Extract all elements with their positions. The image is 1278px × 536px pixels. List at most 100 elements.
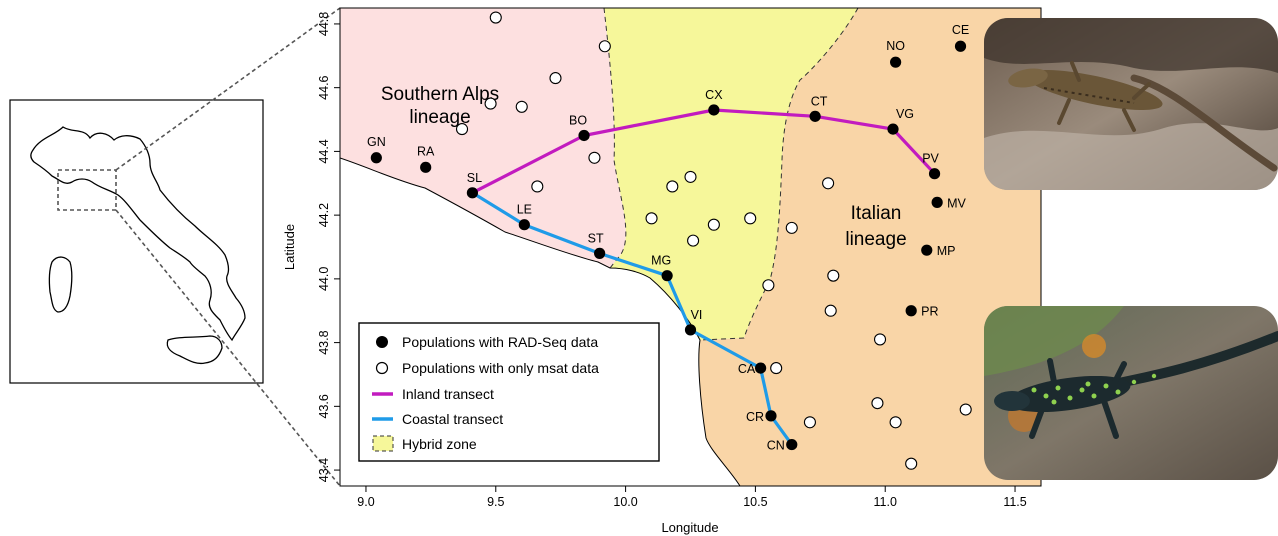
main-map: Southern Alps lineage Italian lineage GN… <box>282 7 1042 535</box>
msat-point-5 <box>455 123 469 136</box>
x-tick-label: 10.0 <box>613 495 637 509</box>
sicily-outline <box>166 335 223 365</box>
rad-point-sl <box>466 187 479 199</box>
msat-point-20 <box>770 362 783 375</box>
hybrid-boundary-east <box>699 8 859 341</box>
legend-inland-label: Inland transect <box>402 386 494 402</box>
msat-point-18 <box>824 304 837 317</box>
rad-point-vi <box>684 324 697 336</box>
coastal-transect-line <box>471 191 794 446</box>
msat-point-3 <box>484 97 497 110</box>
rad-point-ce <box>954 40 967 52</box>
msat-point-7 <box>531 180 544 193</box>
legend-hybrid-label: Hybrid zone <box>402 436 477 452</box>
msat-point-15 <box>822 177 835 190</box>
hybrid-boundary-west <box>603 8 627 269</box>
southern-alps-label-line2: lineage <box>409 107 470 128</box>
inset-frame <box>9 99 264 384</box>
plot-frame <box>339 7 1042 487</box>
rad-point-mv <box>931 196 943 208</box>
rad-point-gn <box>370 152 382 164</box>
rad-label-mp: MP <box>937 244 956 258</box>
rad-point-ct <box>809 110 821 122</box>
msat-point-16 <box>827 269 840 282</box>
rad-label-le: LE <box>517 203 532 217</box>
rad-label-ra: RA <box>417 144 435 158</box>
x-tick-label: 11.5 <box>1003 495 1026 509</box>
rad-point-st <box>594 247 606 259</box>
x-tick-label: 10.5 <box>743 495 767 509</box>
msat-point-13 <box>785 221 798 234</box>
legend: Populations with RAD-Seq data Population… <box>358 322 660 462</box>
inland-transect-line <box>471 108 936 195</box>
sardinia-outline <box>48 256 73 313</box>
rad-label-pr: PR <box>921 305 938 319</box>
rad-label-cr: CR <box>746 410 764 424</box>
rad-point-ra <box>420 161 432 173</box>
rad-point-mg <box>661 270 673 282</box>
y-tick-label: 43.4 <box>317 458 331 482</box>
msat-point-4 <box>515 100 528 113</box>
y-axis: 43.4 43.6 43.8 44.0 44.2 44.4 44.6 44.8 <box>317 12 340 482</box>
wall-lizard-photo <box>984 18 1278 190</box>
y-tick-label: 44.6 <box>317 75 331 99</box>
msat-point-17 <box>762 279 775 292</box>
italian-label-line2: lineage <box>845 229 906 250</box>
msat-point-10 <box>645 212 658 225</box>
msat-point-22 <box>889 416 902 429</box>
lizard-brown-image <box>984 18 1278 190</box>
y-tick-label: 43.8 <box>317 330 331 354</box>
rad-label-vg: VG <box>896 107 914 121</box>
rad-labels: GN RA SL LE ST MG VI CA CR CN BO CX CT VG PV NO CE MV MP PR <box>367 23 969 452</box>
rad-label-ce: CE <box>952 23 969 37</box>
rad-label-ca: CA <box>738 362 756 376</box>
y-tick-label: 44.8 <box>317 12 331 36</box>
rad-label-cn: CN <box>767 439 785 453</box>
y-tick-label: 44.2 <box>317 203 331 227</box>
rad-point-cx <box>708 104 720 116</box>
legend-msat-label: Populations with only msat data <box>402 360 599 376</box>
y-axis-label: Latitude <box>282 224 297 270</box>
rad-label-mv: MV <box>947 196 966 210</box>
y-tick-label: 43.6 <box>317 394 331 418</box>
msat-point-6 <box>588 151 601 164</box>
x-tick-label: 11.0 <box>874 495 897 509</box>
rad-point-le <box>518 219 530 231</box>
italian-label-line1: Italian <box>851 203 902 224</box>
msat-point-19 <box>873 333 887 346</box>
green-lizard-photo <box>984 306 1278 480</box>
rad-label-sl: SL <box>467 171 482 185</box>
msat-point-14 <box>687 234 700 247</box>
msat-point-21 <box>871 397 884 410</box>
legend-box <box>358 322 660 462</box>
legend-hybrid-symbol <box>372 435 394 452</box>
msat-point-2 <box>549 72 562 85</box>
msat-point-1 <box>598 40 611 53</box>
msat-point-25 <box>905 457 918 470</box>
inset-map <box>9 99 264 384</box>
italy-outline <box>30 126 246 342</box>
zoom-line-bottom <box>115 209 341 487</box>
rad-point-cr <box>765 410 777 422</box>
legend-rad-symbol <box>376 336 388 348</box>
x-axis: 9.0 9.5 10.0 10.5 11.0 11.5 <box>357 486 1027 509</box>
legend-rad-label: Populations with RAD-Seq data <box>402 334 598 350</box>
rad-point-ca <box>755 362 767 374</box>
legend-coastal-label: Coastal transect <box>402 411 503 427</box>
x-axis-label: Longitude <box>661 520 718 535</box>
y-tick-label: 44.0 <box>317 267 331 291</box>
italian-region <box>698 8 1041 486</box>
rad-label-mg: MG <box>651 254 671 268</box>
legend-msat-symbol <box>375 361 389 375</box>
rad-label-no: NO <box>886 39 905 53</box>
rad-label-bo: BO <box>569 113 587 127</box>
msat-point-23 <box>803 416 816 429</box>
msat-point-9 <box>684 170 697 183</box>
hybrid-zone-region <box>604 8 858 340</box>
rad-point-cn <box>786 438 798 451</box>
msat-points <box>455 11 972 470</box>
lizard-green-image <box>984 306 1278 480</box>
x-tick-label: 9.5 <box>487 495 504 509</box>
rad-point-vg <box>887 123 899 135</box>
rad-point-bo <box>578 129 590 142</box>
